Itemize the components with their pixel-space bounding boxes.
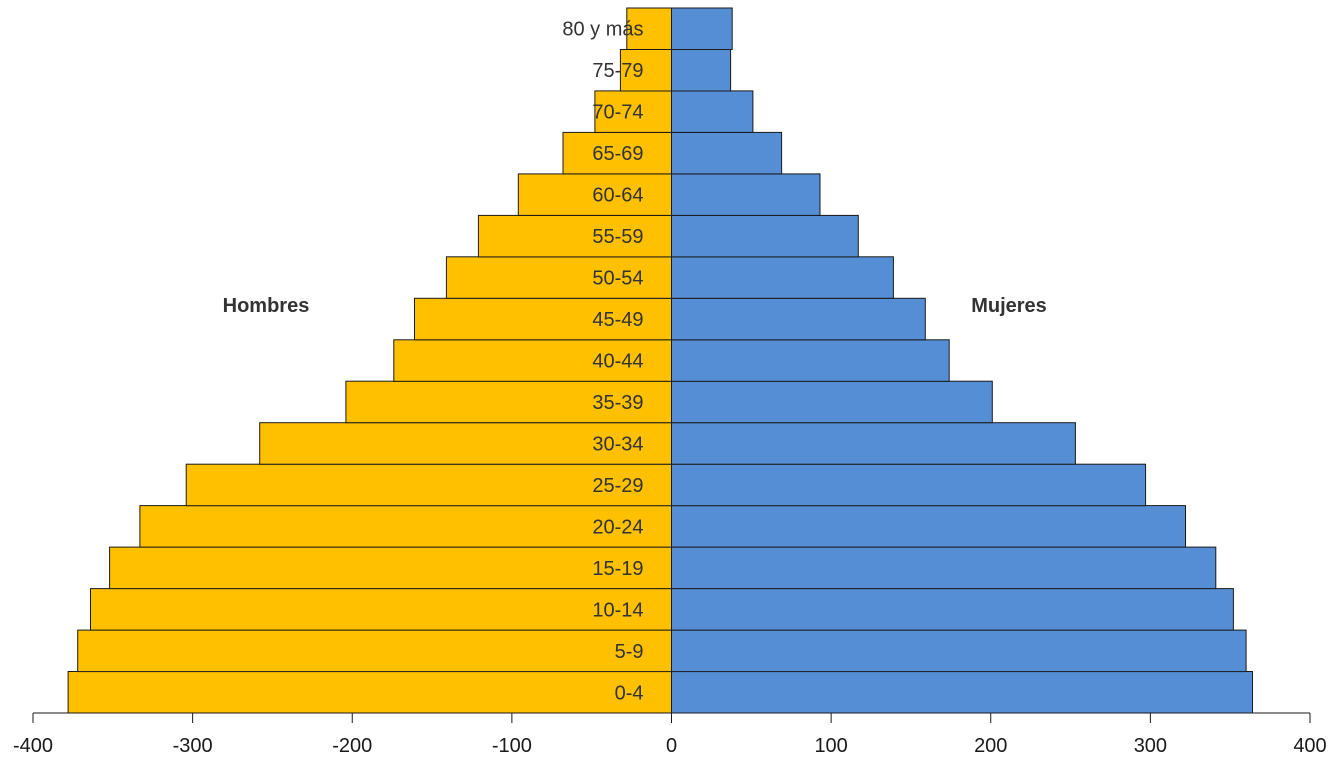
bar-hombres-50-54 [445,256,672,299]
age-label-50-54: 50-54 [592,268,643,290]
bar-hombres-55-59 [477,214,672,258]
x-tick-label: 300 [1134,735,1167,757]
bar-hombres-0-4 [67,671,673,714]
series-label-mujeres: Mujeres [971,295,1047,317]
bar-mujeres-70-74 [671,90,754,133]
bar-mujeres-60-64 [671,173,821,216]
bar-mujeres-80-y-m-s [671,7,733,50]
x-tick-label: 100 [814,735,847,757]
bars-group [67,7,1253,714]
bar-mujeres-55-59 [671,214,859,258]
age-label-45-49: 45-49 [592,309,643,331]
x-axis: -400 -300 -200 -100 0 100 200 300 400 [13,712,1327,757]
age-label-20-24: 20-24 [592,516,643,538]
series-label-hombres: Hombres [223,295,310,317]
bar-mujeres-65-69 [671,131,783,175]
x-tick-label: -100 [492,735,532,757]
age-label-30-34: 30-34 [592,433,643,455]
age-label-40-44: 40-44 [592,351,643,373]
age-label-25-29: 25-29 [592,475,643,497]
bar-mujeres-15-19 [671,546,1217,590]
bar-hombres-15-19 [109,546,673,590]
x-tick-label: -200 [332,735,372,757]
bar-mujeres-35-39 [671,380,993,424]
bar-mujeres-5-9 [671,629,1247,673]
age-label-75-79: 75-79 [592,60,643,82]
age-label-35-39: 35-39 [592,392,643,414]
bar-mujeres-25-29 [671,463,1147,507]
x-tick-label: 0 [666,735,677,757]
age-label-15-19: 15-19 [592,558,643,580]
age-label-70-74: 70-74 [592,102,643,124]
age-label-5-9: 5-9 [615,641,644,663]
x-tick-label: 400 [1293,735,1326,757]
bar-hombres-10-14 [90,588,672,631]
x-tick-label: -400 [13,735,53,757]
bar-mujeres-30-34 [671,422,1076,465]
bar-hombres-60-64 [517,173,672,216]
bar-hombres-80-y-m-s [626,7,672,50]
x-tick-label: 200 [974,735,1007,757]
age-label-65-69: 65-69 [592,143,643,165]
bar-mujeres-10-14 [671,588,1234,631]
bar-mujeres-0-4 [671,671,1253,714]
bar-hombres-40-44 [393,339,672,382]
bar-hombres-65-69 [562,131,672,175]
age-label-55-59: 55-59 [592,226,643,248]
bar-mujeres-45-49 [671,297,926,341]
bar-mujeres-50-54 [671,256,894,299]
bar-mujeres-40-44 [671,339,950,382]
age-labels-group: 0-4 5-9 10-14 15-19 20-24 25-29 30-34 35-39 40-4… [562,19,643,705]
age-label-0-4: 0-4 [615,682,644,704]
x-tick-label: -300 [173,735,213,757]
bar-mujeres-20-24 [671,505,1186,548]
bar-hombres-45-49 [414,297,672,341]
bar-mujeres-75-79 [671,49,732,92]
bar-hombres-25-29 [185,463,672,507]
bar-hombres-5-9 [77,629,672,673]
bar-hombres-35-39 [345,380,672,424]
age-label-60-64: 60-64 [592,185,643,207]
bar-hombres-20-24 [139,505,672,548]
age-label-10-14: 10-14 [592,599,643,621]
age-label-80-y-m-s: 80 y más [562,19,643,41]
bar-hombres-75-79 [619,49,673,92]
